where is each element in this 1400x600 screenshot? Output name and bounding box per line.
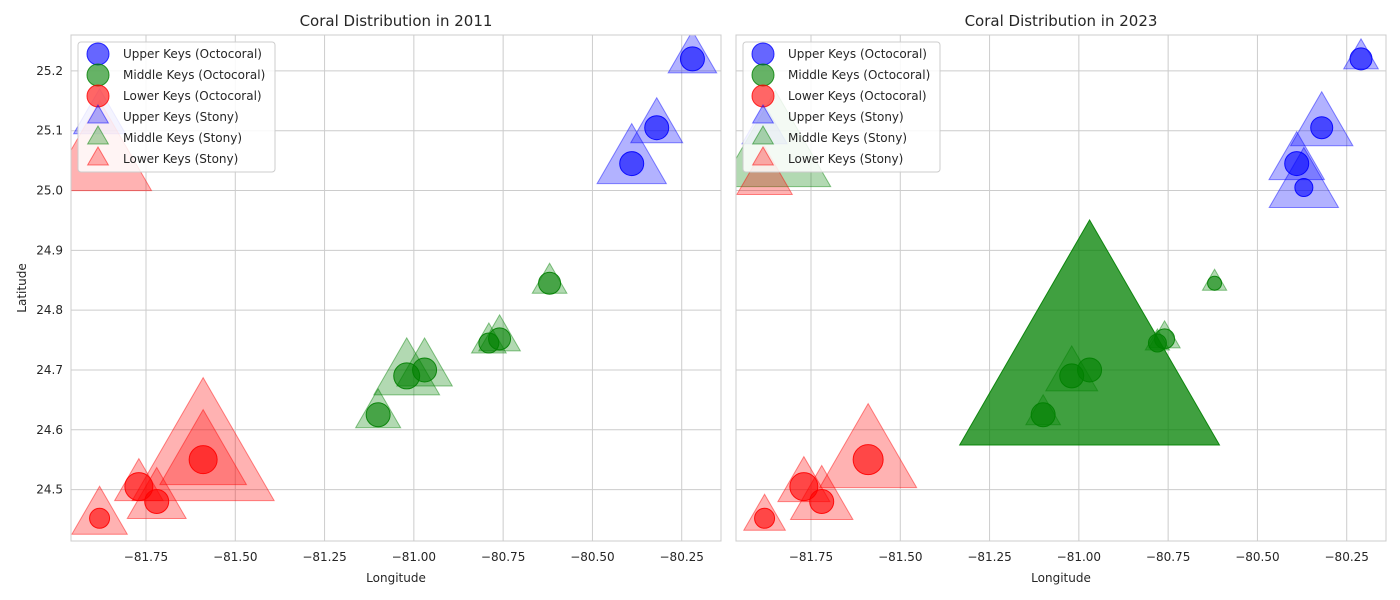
gridlines [71,35,721,541]
legend-label: Lower Keys (Stony) [788,152,903,166]
legend-label: Middle Keys (Octocoral) [123,68,265,82]
legend-label: Upper Keys (Octocoral) [788,47,927,61]
data-point-circle [538,271,562,295]
legend-label: Middle Keys (Octocoral) [788,68,930,82]
x-tick-label: −80.75 [1146,550,1190,564]
data-point-circle [1030,402,1056,428]
legend-marker-triangle [86,103,110,124]
data-point-circle [89,507,111,529]
data-point-circle [188,445,218,475]
data-point-circle [1059,363,1085,389]
legend-marker-triangle [86,124,110,145]
y-tick-label: 24.9 [36,243,63,257]
y-axis-label: Latitude [15,263,29,312]
data-point-circle [644,115,670,141]
x-tick-label: −80.25 [660,550,704,564]
legend-marker-triangle [751,124,775,145]
legend-label: Upper Keys (Stony) [788,110,904,124]
legend-marker-triangle [751,103,775,124]
data-point-circle [144,489,170,515]
y-tick-label: 24.5 [36,483,63,497]
legend-label: Middle Keys (Stony) [788,131,907,145]
legend-marker-circle [86,42,110,66]
y-tick-label: 24.8 [36,303,63,317]
legend-marker-circle [751,42,775,66]
y-tick-label: 24.6 [36,423,63,437]
subplot-2023: −81.75 −81.50 −81.25 −81.00 −80.75 −80.50 −80.… [735,12,1387,585]
data-point-triangle [131,376,276,502]
data-point-circle [1349,47,1373,71]
legend-box [77,41,276,173]
x-tick-label: −80.50 [1235,550,1279,564]
data-point-circle [1147,333,1167,353]
data-point-triangle [1268,146,1340,209]
legend-label: Middle Keys (Stony) [123,131,242,145]
legend-marker-triangle [751,145,775,166]
chart-title: Coral Distribution in 2011 [300,12,493,30]
y-tick-label: 25.1 [36,124,63,138]
data-point-circle [1294,178,1314,198]
legend-label: Lower Keys (Octocoral) [123,89,262,103]
legend-box [742,41,941,173]
legend-marker-circle [751,84,775,108]
data-point-circle [1284,151,1310,177]
data-point-circle [365,402,391,428]
legend: Upper Keys (Octocoral) Middle Keys (Octoc… [742,41,941,173]
data-point-circle [478,332,500,354]
data-point-circle [754,507,776,529]
y-tick-label: 25.0 [36,184,63,198]
legend-marker-circle [751,63,775,87]
x-tick-label: −80.25 [1325,550,1369,564]
data-point-circle [789,472,819,502]
legend: Upper Keys (Octocoral) Middle Keys (Octoc… [77,41,276,173]
x-tick-label: −81.75 [124,550,168,564]
subplot-2011: −81.75 −81.50 −81.25 −81.00 −80.75 −80.50 −80.… [15,12,722,585]
legend-label: Lower Keys (Octocoral) [788,89,927,103]
data-point-circle [393,362,421,390]
y-tick-label: 24.7 [36,363,63,377]
x-tick-label: −80.75 [481,550,525,564]
data-point-triangle [958,218,1221,446]
x-tick-label: −81.75 [789,550,833,564]
plot-frame [735,34,1387,542]
x-tick-label: −80.50 [570,550,614,564]
legend-label: Upper Keys (Octocoral) [123,47,262,61]
data-point-circle [679,46,705,72]
x-tick-label: −81.50 [213,550,257,564]
data-point-circle [619,151,645,177]
x-tick-label: −81.00 [1057,550,1101,564]
plot-frame [70,34,722,542]
legend-marker-triangle [86,145,110,166]
x-tick-label: −81.50 [878,550,922,564]
data-point-circle [124,472,154,502]
legend-label: Lower Keys (Stony) [123,152,238,166]
y-tick-label: 25.2 [36,64,63,78]
x-tick-label: −81.00 [392,550,436,564]
legend-marker-circle [86,63,110,87]
x-axis-label: Longitude [366,571,426,585]
data-point-circle [809,489,835,515]
chart-title: Coral Distribution in 2023 [965,12,1158,30]
data-point-circle [1207,275,1223,291]
legend-marker-circle [86,84,110,108]
data-point-circle [1310,116,1334,140]
data-point-circle [852,444,884,476]
x-axis-label: Longitude [1031,571,1091,585]
legend-label: Upper Keys (Stony) [123,110,239,124]
x-tick-label: −81.25 [967,550,1011,564]
x-tick-label: −81.25 [302,550,346,564]
